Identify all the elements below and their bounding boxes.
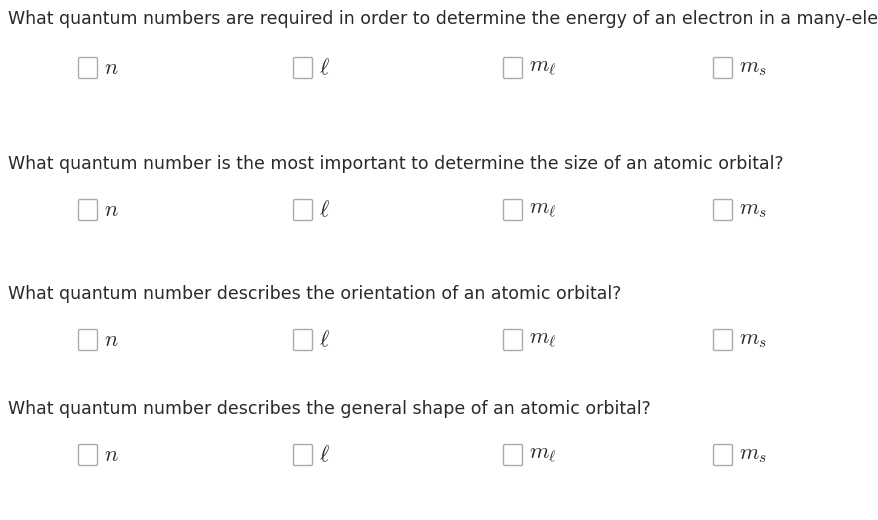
FancyBboxPatch shape: [713, 58, 731, 79]
Text: $n$: $n$: [104, 445, 119, 465]
FancyBboxPatch shape: [713, 330, 731, 350]
Text: $\ell$: $\ell$: [319, 445, 329, 465]
Text: What quantum number is the most important to determine the size of an atomic orb: What quantum number is the most importan…: [8, 155, 782, 173]
Text: What quantum number describes the general shape of an atomic orbital?: What quantum number describes the genera…: [8, 400, 650, 418]
Text: $\ell$: $\ell$: [319, 330, 329, 350]
FancyBboxPatch shape: [78, 330, 97, 350]
FancyBboxPatch shape: [503, 58, 522, 79]
FancyBboxPatch shape: [78, 200, 97, 220]
Text: $n$: $n$: [104, 58, 119, 78]
FancyBboxPatch shape: [293, 58, 313, 79]
FancyBboxPatch shape: [293, 200, 313, 220]
FancyBboxPatch shape: [713, 200, 731, 220]
Text: $m_s$: $m_s$: [738, 330, 766, 350]
Text: $m_s$: $m_s$: [738, 58, 766, 78]
FancyBboxPatch shape: [293, 330, 313, 350]
Text: $n$: $n$: [104, 200, 119, 220]
Text: What quantum numbers are required in order to determine the energy of an electro: What quantum numbers are required in ord…: [8, 10, 878, 28]
FancyBboxPatch shape: [503, 445, 522, 465]
FancyBboxPatch shape: [503, 330, 522, 350]
Text: $m_\ell$: $m_\ell$: [529, 58, 556, 78]
Text: $m_\ell$: $m_\ell$: [529, 330, 556, 350]
Text: $\ell$: $\ell$: [319, 58, 329, 79]
Text: $m_\ell$: $m_\ell$: [529, 445, 556, 465]
FancyBboxPatch shape: [293, 445, 313, 465]
FancyBboxPatch shape: [78, 445, 97, 465]
FancyBboxPatch shape: [713, 445, 731, 465]
Text: $\ell$: $\ell$: [319, 200, 329, 220]
Text: $m_s$: $m_s$: [738, 445, 766, 465]
Text: $m_s$: $m_s$: [738, 200, 766, 220]
FancyBboxPatch shape: [503, 200, 522, 220]
FancyBboxPatch shape: [78, 58, 97, 79]
Text: $n$: $n$: [104, 330, 119, 350]
Text: $m_\ell$: $m_\ell$: [529, 200, 556, 220]
Text: What quantum number describes the orientation of an atomic orbital?: What quantum number describes the orient…: [8, 285, 621, 303]
